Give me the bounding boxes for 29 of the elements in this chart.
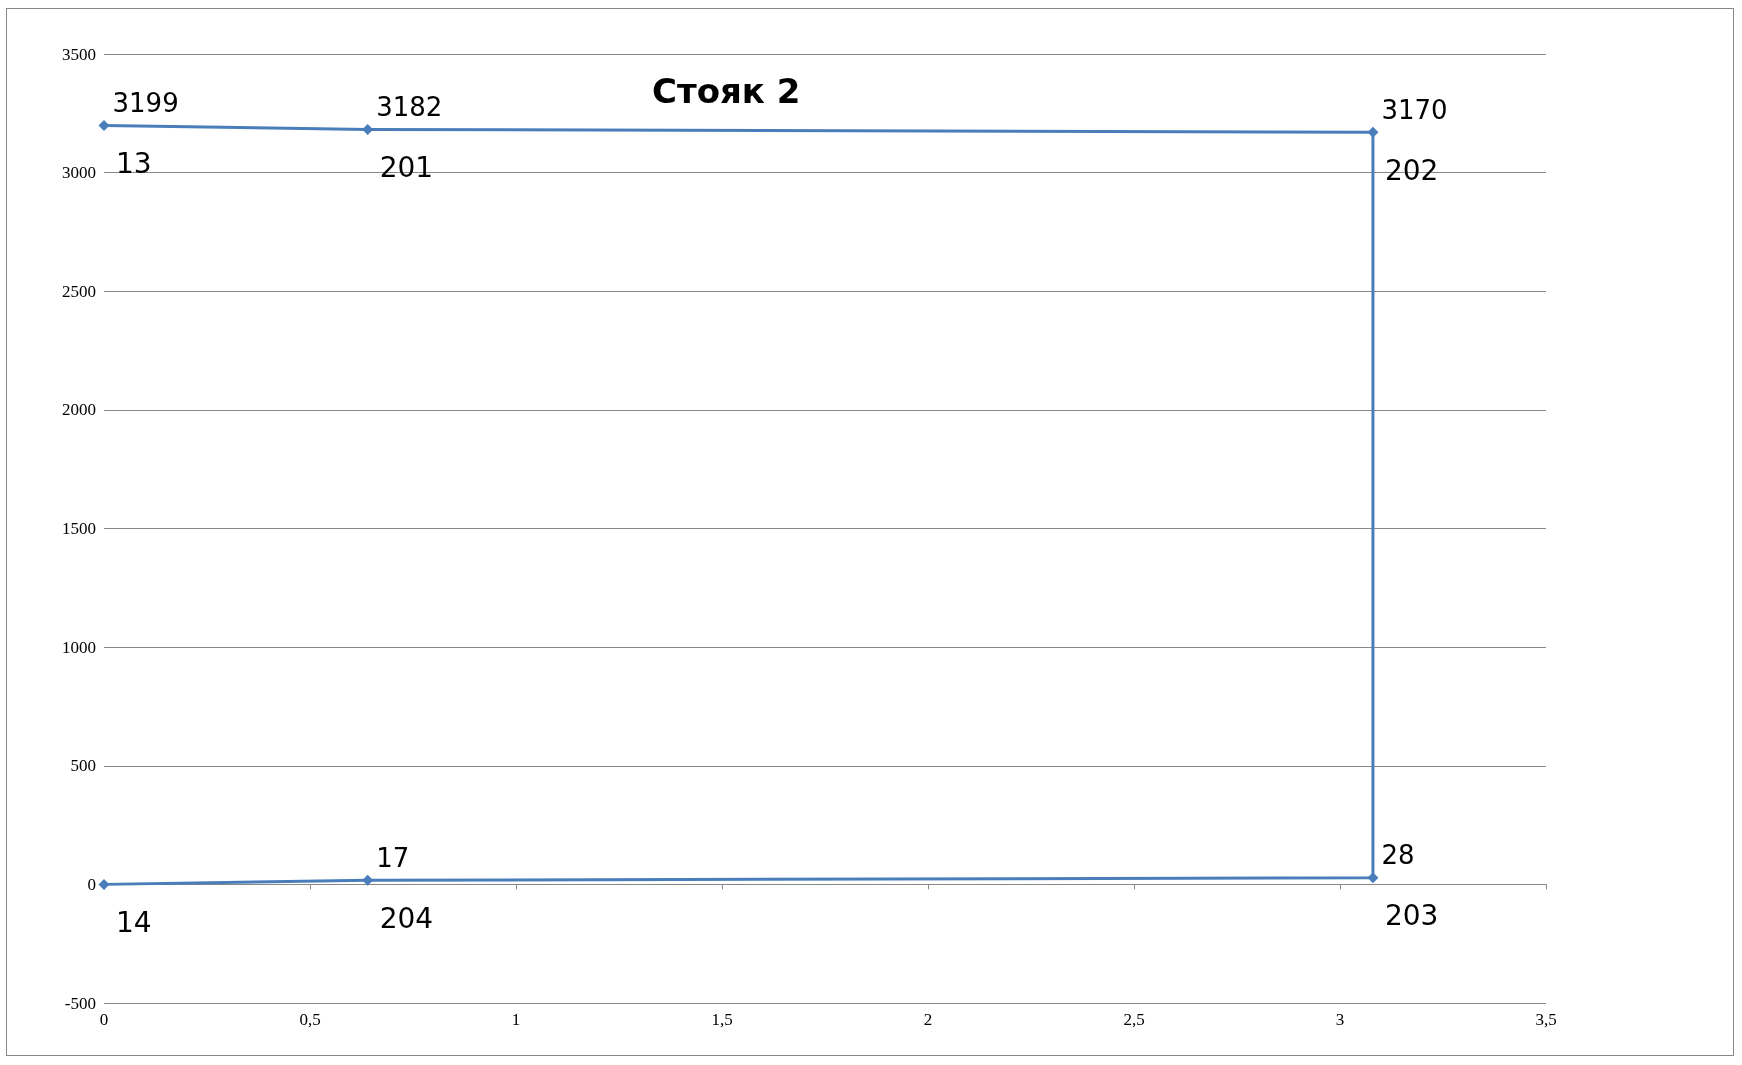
annotation: 201 — [379, 150, 434, 184]
annotation: 14 — [116, 905, 152, 939]
y-tick-label: 0 — [87, 874, 96, 894]
x-tick-label: 2,5 — [1123, 1010, 1145, 1029]
x-tick-label: 0 — [99, 1010, 109, 1029]
annotation: 204 — [379, 901, 434, 935]
x-tick-label: 1 — [511, 1010, 521, 1029]
data-label: 28 — [1381, 840, 1415, 871]
x-tick-label: 1,5 — [711, 1010, 733, 1029]
x-tick-label: 2 — [923, 1010, 933, 1029]
y-tick-label: 500 — [70, 756, 96, 776]
x-tick-label: 3,5 — [1535, 1010, 1557, 1029]
data-label: 3199 — [112, 87, 179, 118]
y-tick-label: 3000 — [62, 163, 96, 183]
annotation: 203 — [1384, 899, 1439, 933]
data-label: 3182 — [376, 91, 443, 122]
y-tick-label: 1000 — [62, 637, 96, 657]
annotation: 202 — [1384, 153, 1439, 187]
y-tick-label: 2000 — [62, 400, 96, 420]
data-label: 3170 — [1381, 94, 1448, 125]
y-tick-label: -500 — [64, 993, 96, 1013]
y-tick-label: 1500 — [62, 519, 96, 538]
x-tick-label: 0,5 — [299, 1010, 321, 1029]
y-tick-label: 2500 — [62, 281, 96, 301]
y-tick-label: 3500 — [62, 44, 96, 64]
x-tick-label: 3 — [1335, 1010, 1345, 1029]
text: Стояк 2 — [652, 71, 801, 111]
annotation: 13 — [116, 146, 152, 180]
data-label: 17 — [376, 842, 410, 873]
